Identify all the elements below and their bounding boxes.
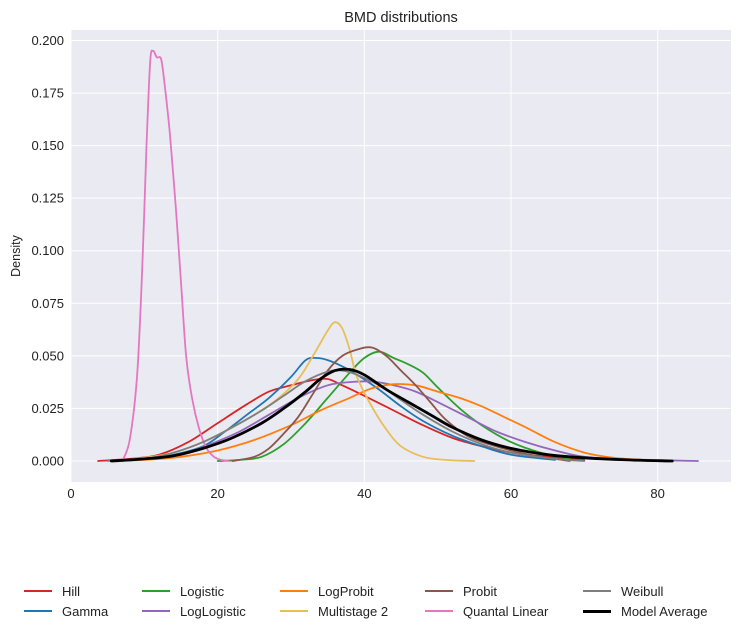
legend-label: LogLogistic <box>180 603 246 619</box>
series-line-loglogistic <box>106 380 699 462</box>
y-tick-label: 0.125 <box>31 191 64 206</box>
y-tick-label: 0.175 <box>31 86 64 101</box>
x-tick-label: 80 <box>650 486 664 501</box>
y-tick-label: 0.000 <box>31 453 64 468</box>
legend-swatch <box>425 610 453 612</box>
y-tick-label: 0.200 <box>31 33 64 48</box>
y-tick-label: 0.100 <box>31 243 64 258</box>
series-line-model-average <box>109 367 674 463</box>
legend-label: Model Average <box>621 603 708 619</box>
legend-swatch <box>280 610 308 612</box>
grid-lines <box>70 30 731 482</box>
x-tick-label: 40 <box>357 486 371 501</box>
legend-item-multistage-2: Multistage 2 <box>274 602 419 620</box>
y-tick-label: 0.050 <box>31 348 64 363</box>
legend-swatch <box>583 590 611 592</box>
legend-label: LogProbit <box>318 583 374 599</box>
legend-item-loglogistic: LogLogistic <box>136 602 274 620</box>
series-lines <box>97 49 699 463</box>
y-tick-label: 0.150 <box>31 138 64 153</box>
y-axis-label: Density <box>9 234 23 276</box>
series-line-probit <box>231 346 571 462</box>
legend-swatch <box>24 610 52 612</box>
legend-item-model-average: Model Average <box>577 602 737 620</box>
x-tick-label: 0 <box>67 486 74 501</box>
legend-label: Hill <box>62 583 81 599</box>
legend-item-probit: Probit <box>419 582 577 600</box>
legend-swatch <box>142 610 170 612</box>
x-tick-label: 60 <box>504 486 518 501</box>
x-tick-label: 20 <box>210 486 224 501</box>
legend-label: Probit <box>463 583 497 599</box>
chart-title: BMD distributions <box>344 10 458 26</box>
tick-labels: 0 20 40 60 80 0.000 0.025 0.050 0.075 0.100 0.125 0… <box>31 33 664 501</box>
legend-item-logistic: Logistic <box>136 582 274 600</box>
legend-item-weibull: Weibull <box>577 582 737 600</box>
y-tick-label: 0.025 <box>31 401 64 416</box>
series-line-logistic <box>216 350 571 462</box>
legend-swatch <box>24 590 52 592</box>
legend-label: Logistic <box>180 583 225 599</box>
legend-swatch <box>425 590 453 592</box>
legend-swatch <box>280 590 308 592</box>
y-tick-label: 0.075 <box>31 296 64 311</box>
legend-item-logprobit: LogProbit <box>274 582 419 600</box>
legend-item-hill: Hill <box>18 582 136 600</box>
legend-swatch <box>142 590 170 592</box>
legend-label: Quantal Linear <box>463 603 549 619</box>
legend: Hill Logistic LogProbit Probit Weibull Gamma L… <box>18 582 738 620</box>
legend-item-gamma: Gamma <box>18 602 136 620</box>
legend-swatch <box>583 609 611 613</box>
legend-label: Weibull <box>621 583 664 599</box>
series-line-quantal-linear <box>121 49 230 462</box>
legend-label: Multistage 2 <box>318 603 389 619</box>
legend-item-quantal-linear: Quantal Linear <box>419 602 577 620</box>
legend-label: Gamma <box>62 603 109 619</box>
